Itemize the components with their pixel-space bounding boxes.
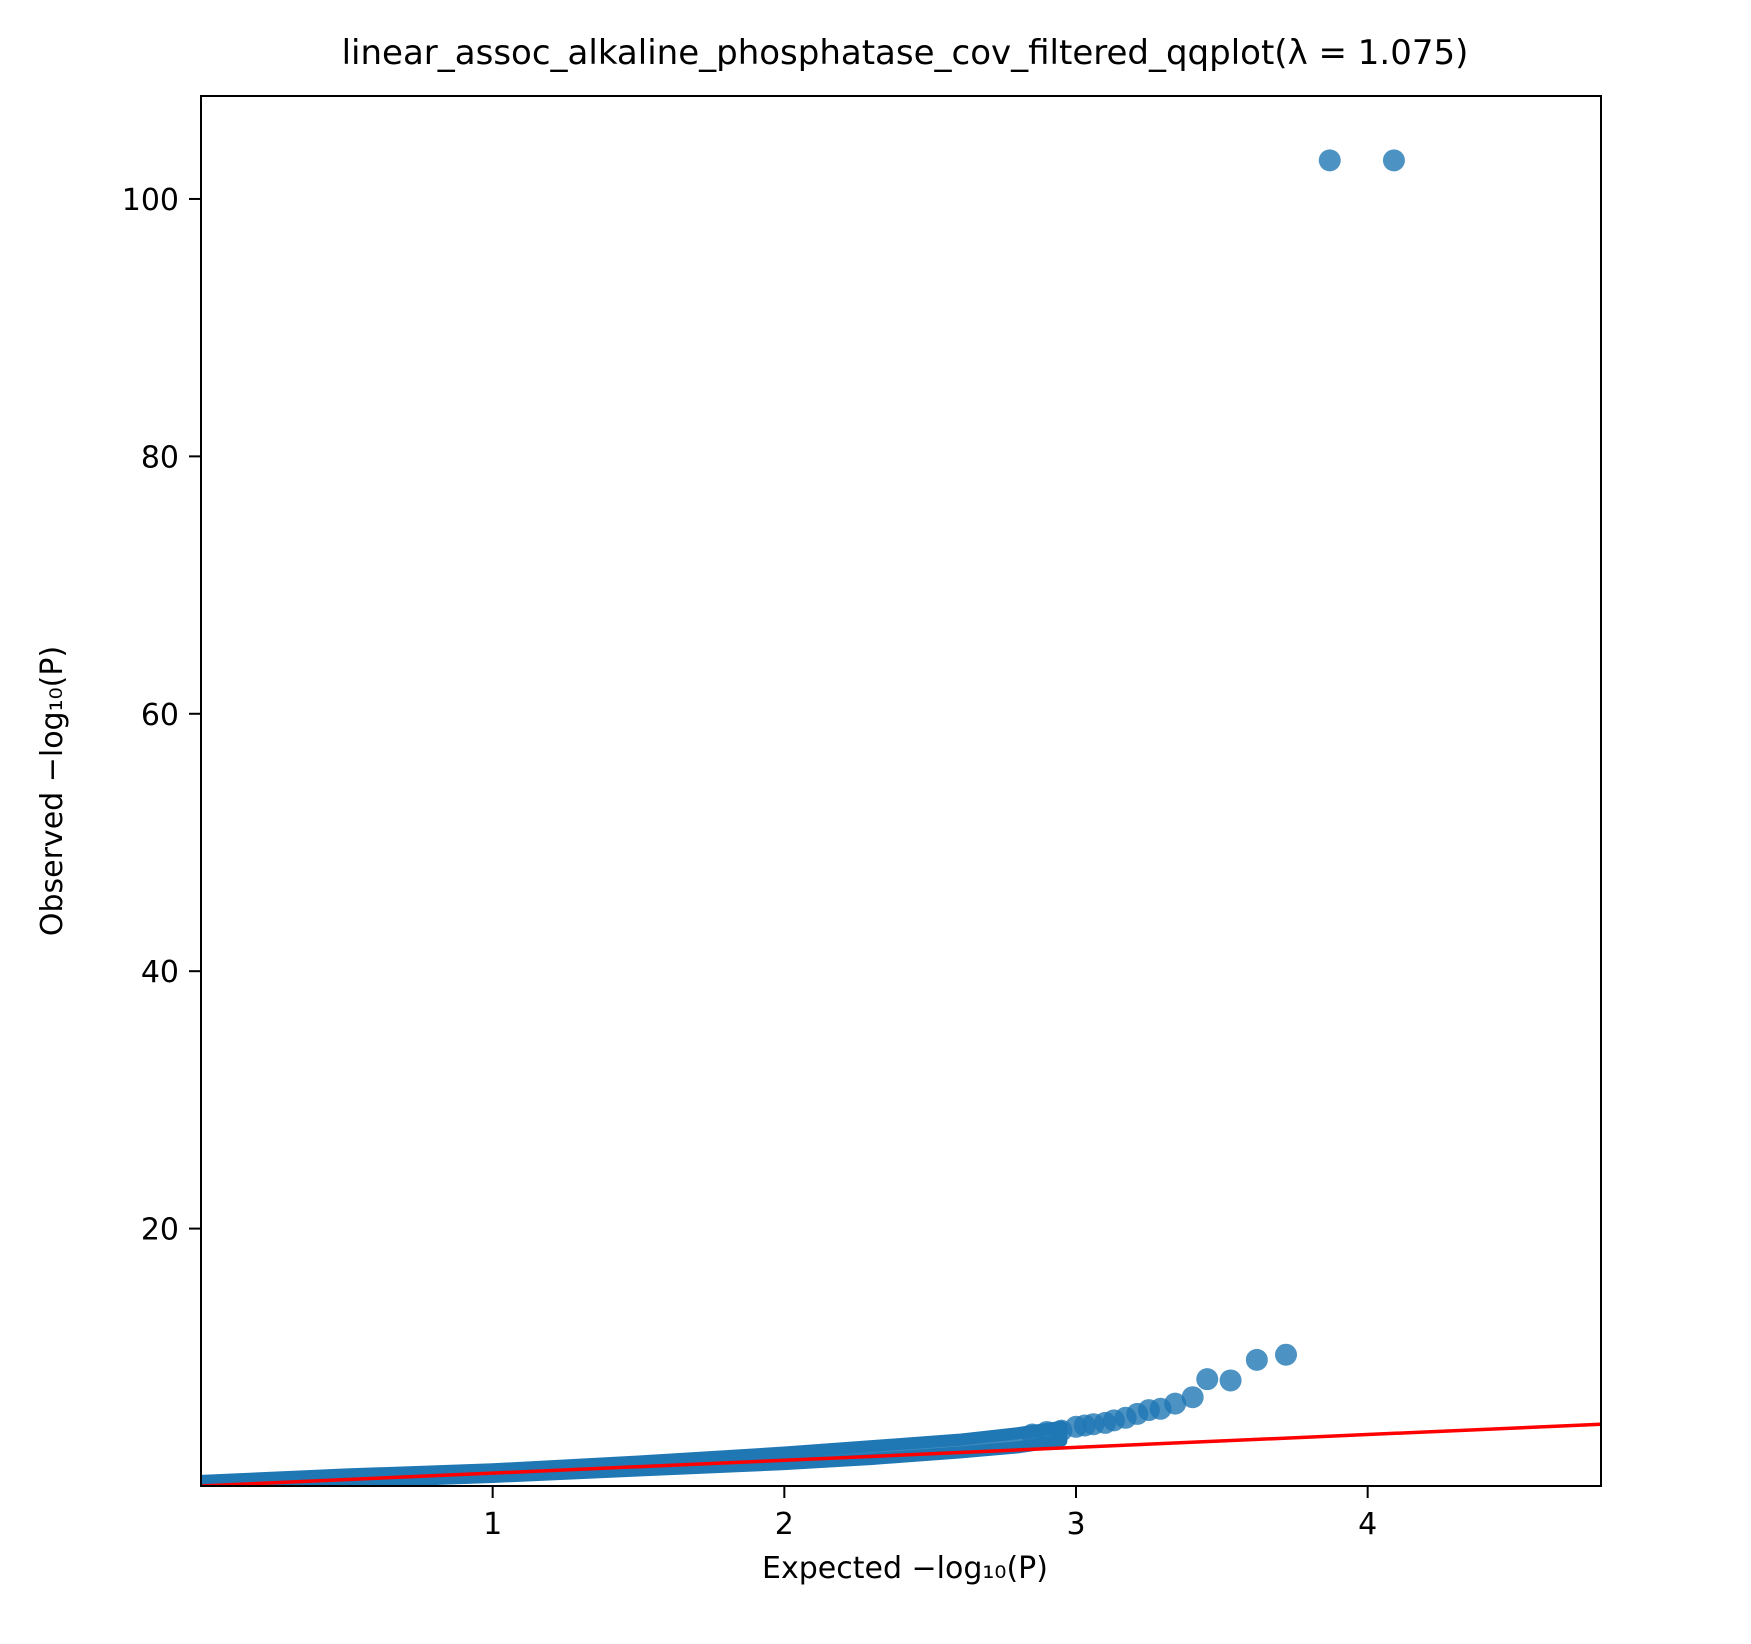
data-point [1318,149,1341,172]
axes-frame [200,95,1602,1487]
data-point [1196,1368,1219,1391]
x-tick-label: 2 [775,1507,794,1542]
x-axis-label: Expected −log₁₀(P) [762,1551,1048,1586]
y-tick-label: 40 [141,955,179,990]
dense-point-band [201,1420,1068,1486]
data-point [1219,1369,1242,1392]
y-tick-label: 80 [141,440,179,475]
reference-line [201,1422,1601,1486]
y-tick-label: 100 [122,183,179,218]
y-axis: 20 40 60 80 100 [122,183,201,1248]
y-tick-label: 60 [141,698,179,733]
y-axis-label: Observed −log₁₀(P) [35,646,70,936]
x-tick-label: 3 [1066,1507,1085,1542]
data-point [1245,1348,1268,1371]
plot-area [201,149,1601,1486]
x-tick-label: 4 [1358,1507,1377,1542]
data-point [1181,1386,1204,1409]
y-tick-label: 20 [141,1213,179,1248]
x-tick-label: 1 [483,1507,502,1542]
data-point [1382,149,1405,172]
data-point [1275,1343,1297,1366]
x-axis: 1 2 3 4 [483,1486,1377,1542]
data-point [1164,1392,1187,1415]
chart-title: linear_assoc_alkaline_phosphatase_cov_fi… [342,33,1469,73]
